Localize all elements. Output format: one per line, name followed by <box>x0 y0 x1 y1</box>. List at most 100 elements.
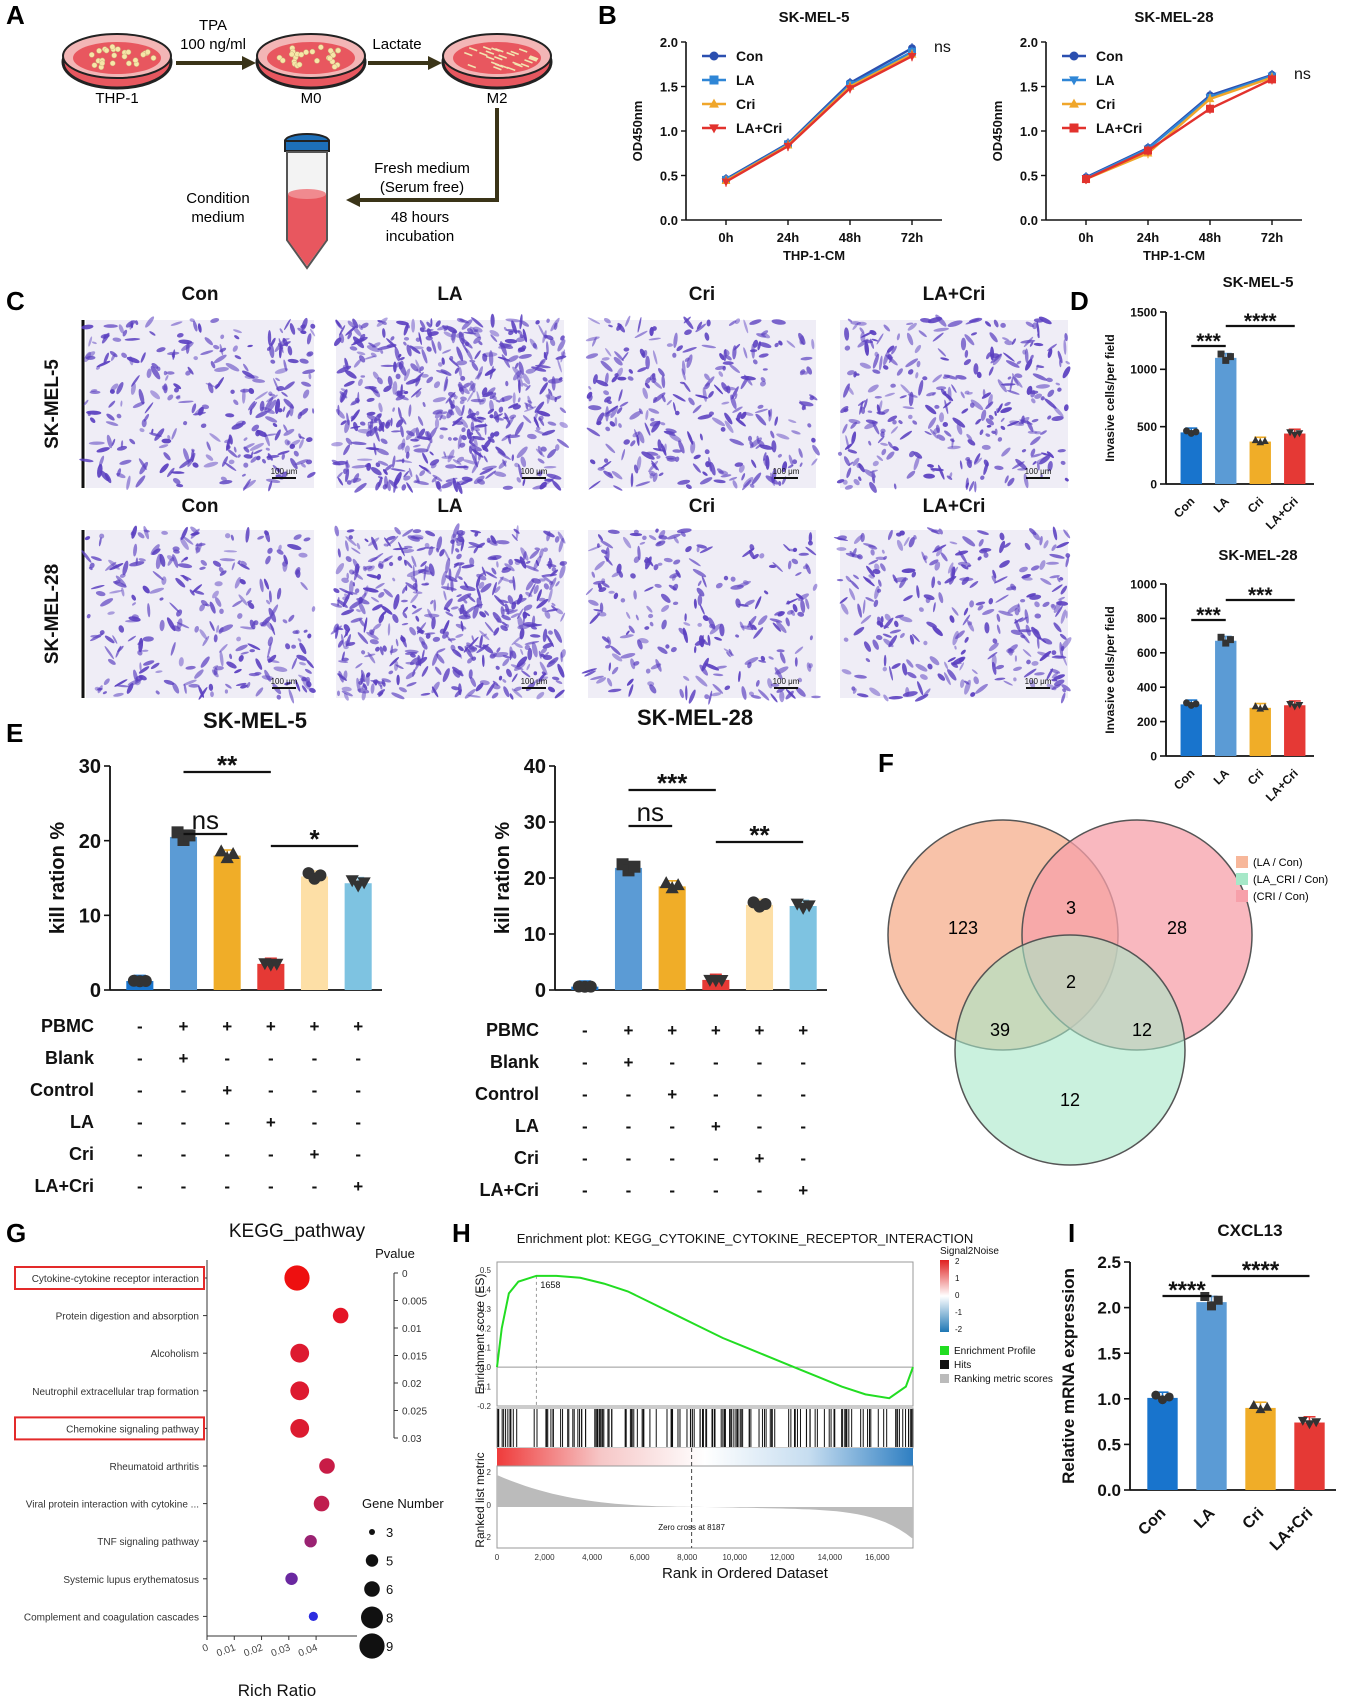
stained-cell <box>310 328 316 337</box>
stained-cell <box>605 443 616 454</box>
stained-cell <box>504 338 518 344</box>
stained-cell <box>720 426 726 432</box>
stained-cell <box>218 566 224 573</box>
table-mark: - <box>800 1085 806 1104</box>
stained-cell <box>788 419 797 424</box>
stained-cell <box>471 317 484 328</box>
stained-cell <box>493 431 500 437</box>
stained-cell <box>907 369 914 375</box>
stained-cell <box>213 344 220 350</box>
stained-cell <box>290 457 298 470</box>
column-label: LA <box>437 496 463 517</box>
stained-cell <box>912 420 918 425</box>
stained-cell <box>637 367 648 373</box>
stained-cell <box>243 363 249 372</box>
stained-cell <box>882 365 889 370</box>
stained-cell <box>748 435 752 442</box>
stained-cell <box>847 318 853 323</box>
stained-cell <box>143 660 155 666</box>
stained-cell <box>289 443 296 449</box>
bar <box>1196 1302 1227 1490</box>
stained-cell <box>489 329 500 337</box>
stained-cell <box>452 420 464 425</box>
stained-cell <box>514 362 519 369</box>
stained-cell <box>392 455 396 469</box>
stained-cell <box>250 401 257 412</box>
stained-cell <box>415 391 422 398</box>
stained-cell <box>95 366 101 370</box>
stained-cell <box>303 629 308 633</box>
stained-cell <box>122 560 129 576</box>
stained-cell <box>159 463 169 474</box>
stained-cell <box>380 349 384 354</box>
table-mark: - <box>757 1085 763 1104</box>
venn-la-cri-overlap: 3 <box>1066 898 1076 918</box>
stained-cell <box>141 649 149 652</box>
stained-cell <box>871 338 879 342</box>
stained-cell <box>590 459 596 465</box>
stained-cell <box>964 334 975 346</box>
stained-cell <box>630 440 636 447</box>
stained-cell <box>146 368 152 379</box>
x-tick-label: Con <box>1171 494 1197 520</box>
stained-cell <box>86 614 91 619</box>
stained-cell <box>471 448 484 458</box>
stained-cell <box>456 360 468 366</box>
stained-cell <box>524 644 531 651</box>
stained-cell <box>300 324 306 329</box>
y-tick-label: 500 <box>1137 420 1157 434</box>
table-mark: - <box>582 1149 588 1168</box>
cell-dot <box>109 60 116 67</box>
stained-cell <box>368 342 376 348</box>
y-tick-label: 0 <box>90 980 101 1002</box>
pathway-label: Cytokine-cytokine receptor interaction <box>32 1274 199 1285</box>
stained-cell <box>713 479 726 484</box>
cell-dot <box>493 65 502 71</box>
stained-cell <box>233 446 237 453</box>
stained-cell <box>666 343 673 347</box>
stained-cell <box>331 459 341 466</box>
stained-cell <box>673 332 678 348</box>
stained-cell <box>842 479 848 485</box>
stained-cell <box>661 375 666 389</box>
stained-cell <box>357 378 363 387</box>
stained-cell <box>232 600 243 607</box>
stained-cell <box>592 374 598 385</box>
stained-cell <box>150 390 161 400</box>
stained-cell <box>619 401 629 407</box>
stained-cell <box>683 316 694 330</box>
stained-cell <box>200 423 207 428</box>
stained-cell <box>283 424 288 433</box>
stained-cell <box>256 455 261 461</box>
stained-cell <box>791 430 801 435</box>
stained-cell <box>656 455 661 459</box>
stained-cell <box>964 349 969 358</box>
stained-cell <box>473 336 482 344</box>
stained-cell <box>255 429 261 437</box>
stained-cell <box>616 407 623 414</box>
stained-cell <box>522 373 531 385</box>
stained-cell <box>423 329 434 332</box>
stained-cell <box>390 468 406 472</box>
y-tick-label: 0.0 <box>1097 1481 1121 1500</box>
stained-cell <box>760 377 766 383</box>
column-label: LA <box>437 284 463 305</box>
stained-cell <box>298 552 308 558</box>
stained-cell <box>964 390 970 395</box>
stained-cell <box>396 390 403 396</box>
chart-title: SK-MEL-28 <box>1134 9 1213 26</box>
stained-cell <box>630 472 634 488</box>
stained-cell <box>151 548 161 556</box>
stained-cell <box>121 352 128 358</box>
stained-cell <box>627 376 634 381</box>
stained-cell <box>107 658 116 665</box>
stained-cell <box>908 414 913 420</box>
stained-cell <box>130 531 135 536</box>
stained-cell <box>1005 360 1020 368</box>
stained-cell <box>447 449 455 463</box>
stained-cell <box>165 374 169 381</box>
column-label: LA+Cri <box>923 496 986 517</box>
stained-cell <box>359 421 366 426</box>
stained-cell <box>214 367 229 372</box>
stained-cell <box>396 320 409 326</box>
